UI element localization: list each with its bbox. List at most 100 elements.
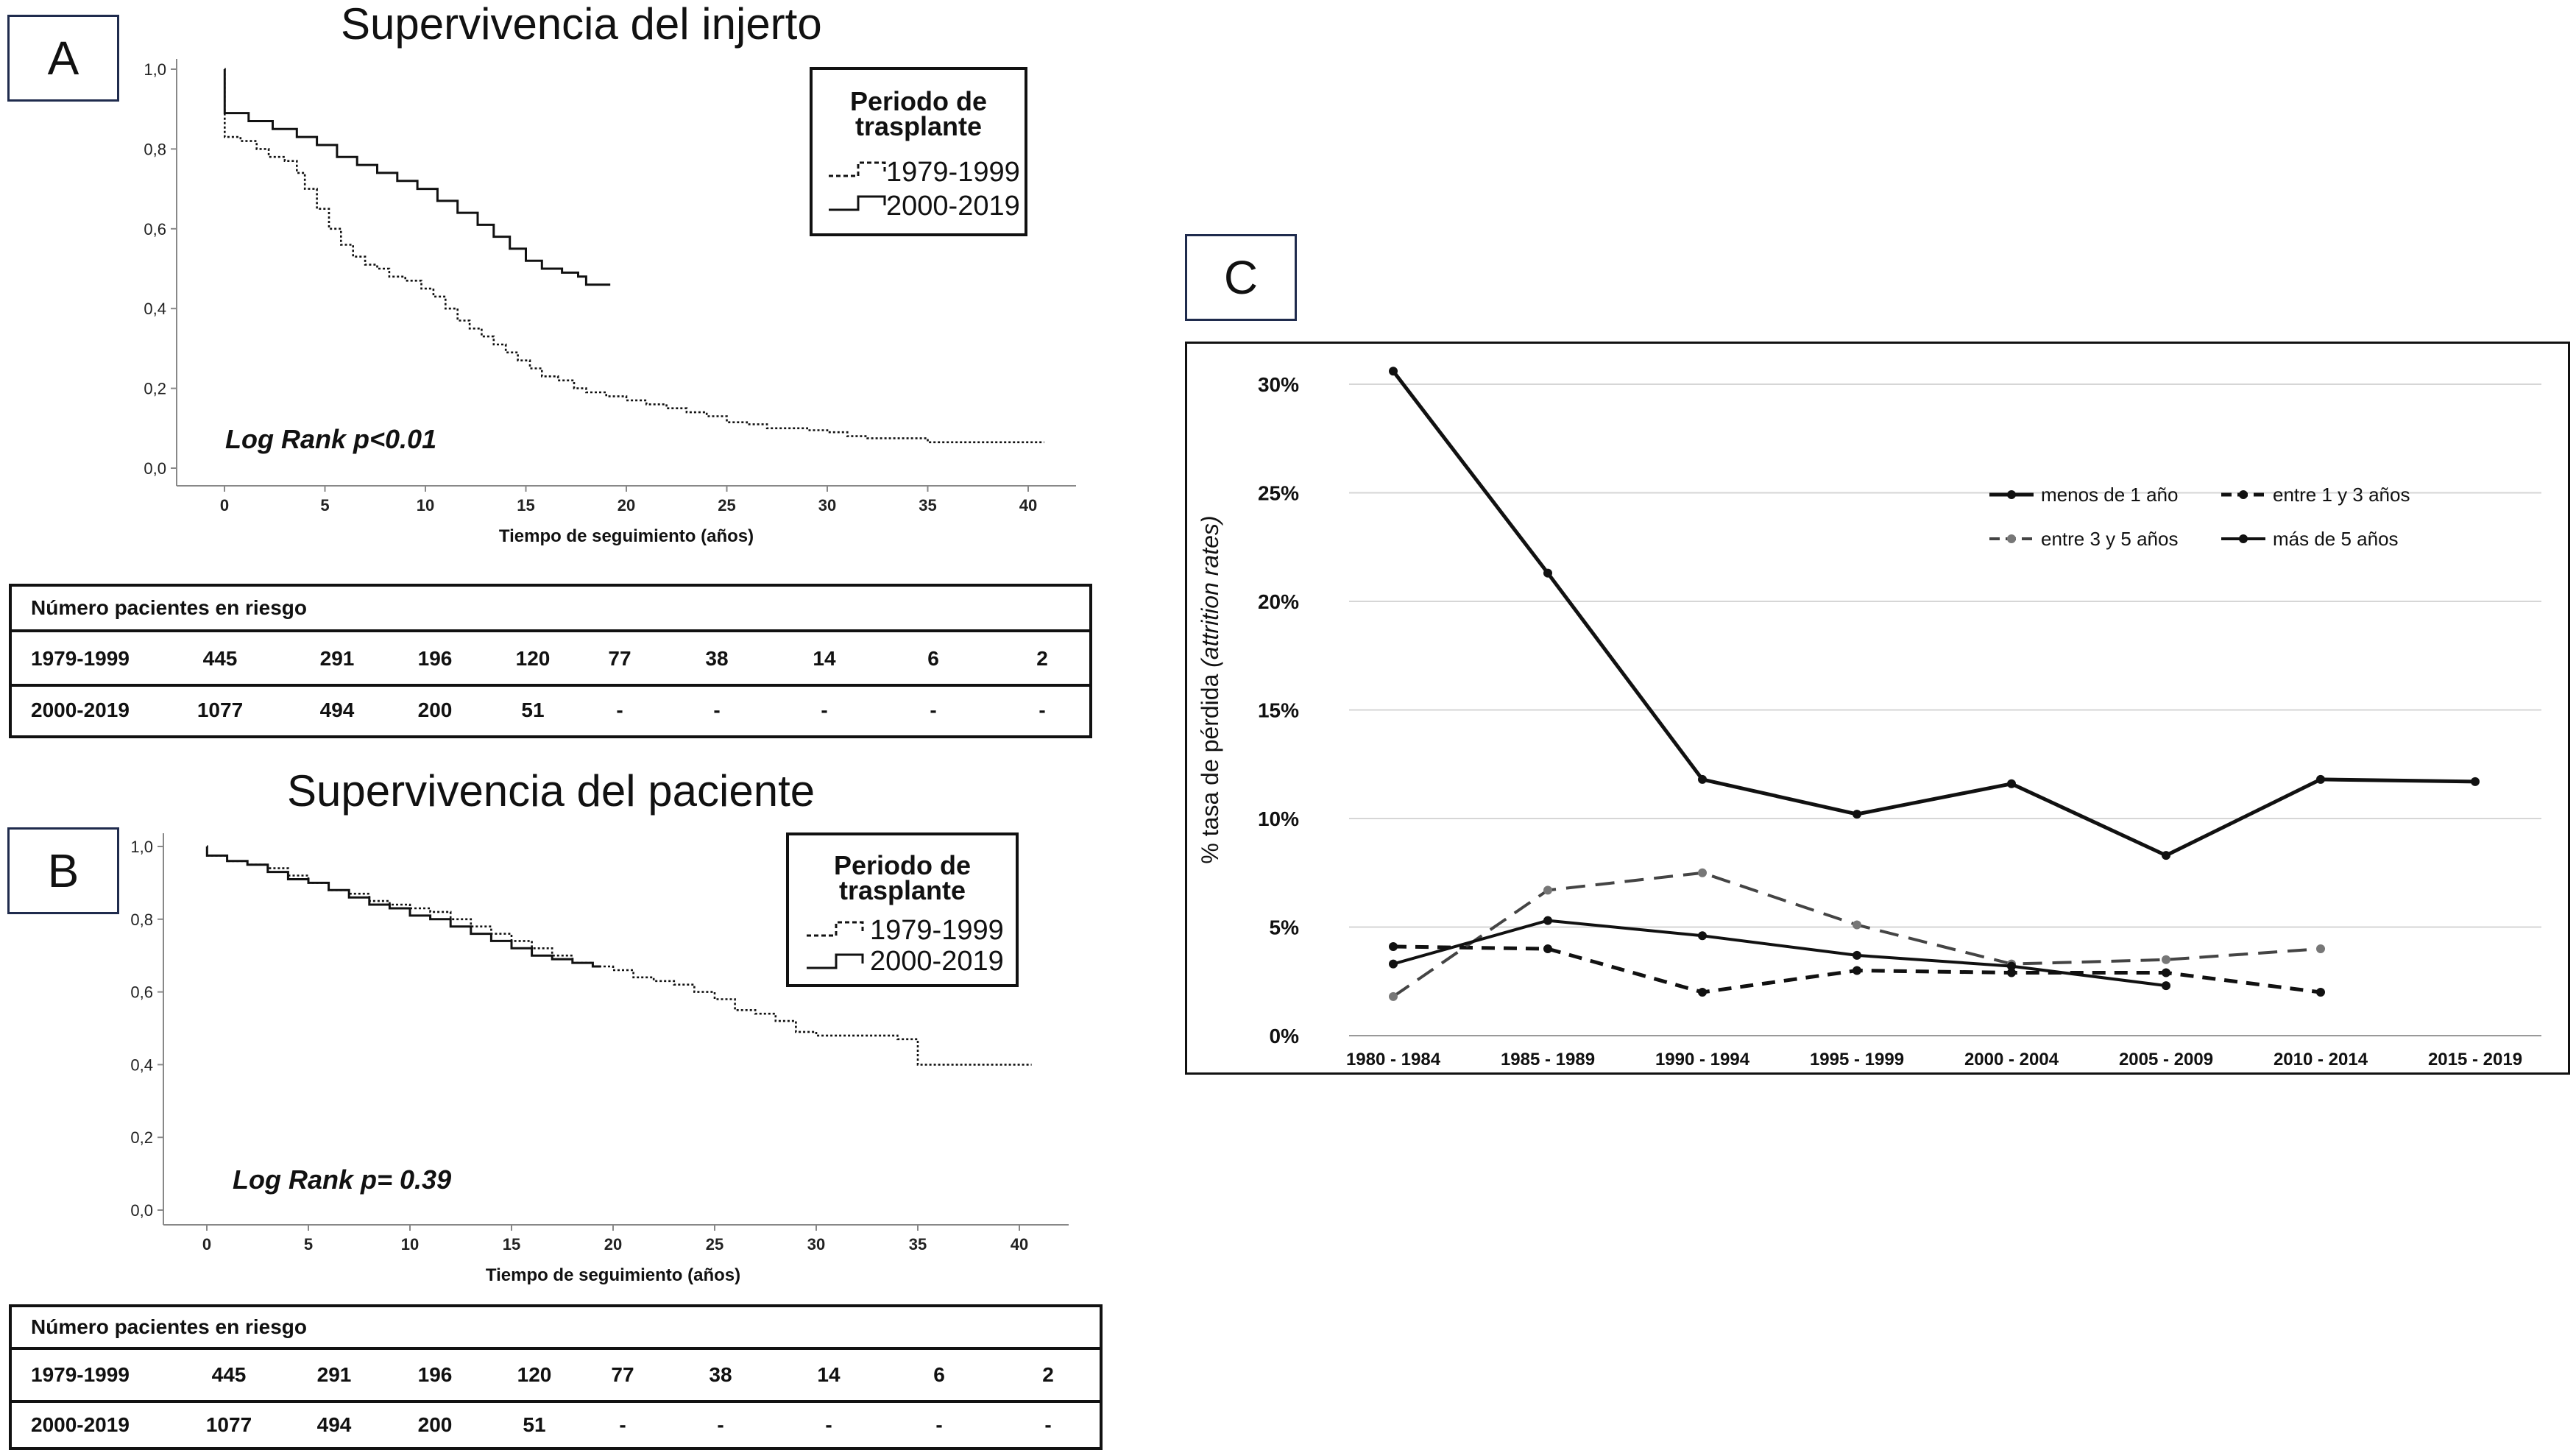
legend-label-3: más de 5 años [2273, 528, 2399, 550]
y-tick-label: 0,4 [144, 300, 166, 318]
series-point-2 [1389, 991, 1398, 1001]
risk-cell: 200 [417, 699, 453, 721]
series-point-2 [1698, 868, 1707, 877]
risk-cell: - [825, 1413, 832, 1436]
patient-risk-header: Número pacientes en riesgo [12, 1307, 1100, 1350]
series-point-1 [2316, 988, 2325, 997]
risk-cell: 6 [927, 647, 939, 670]
x-tick-label: 40 [1011, 1235, 1028, 1254]
y-tick-label: 1,0 [144, 60, 166, 79]
km-curve-2000-2019 [223, 68, 611, 286]
risk-cell: - [717, 1413, 724, 1436]
graft-legend-entry-1: 1979-1999 [886, 157, 1020, 188]
graft-survival-title: Supervivencia del injerto [341, 0, 822, 49]
series-point-3 [1389, 959, 1398, 969]
x-tick-label: 40 [1019, 496, 1037, 515]
risk-cell: - [1038, 699, 1046, 721]
y-tick-label: 0,0 [130, 1201, 153, 1220]
y-tick-label: 25% [1258, 482, 1299, 505]
graft-log-rank: Log Rank p<0.01 [225, 424, 437, 454]
x-tick-label: 5 [320, 496, 329, 515]
km-curve-2000-2019 [205, 845, 601, 968]
risk-cell: 1077 [197, 699, 244, 721]
patient-legend-swatches [807, 921, 864, 969]
risk-cell: - [935, 1413, 943, 1436]
y-tick-label: 10% [1258, 807, 1299, 830]
series-point-1 [1389, 942, 1398, 951]
x-tick-label: 30 [807, 1235, 825, 1254]
risk-cell: - [616, 699, 623, 721]
risk-cell: - [619, 1413, 626, 1436]
risk-cell: 1077 [205, 1413, 252, 1436]
risk-cell: 51 [523, 1413, 546, 1436]
series-point-3 [2007, 961, 2016, 971]
series-point-0 [2471, 777, 2480, 786]
x-tick-label: 5 [304, 1235, 313, 1254]
series-point-3 [1698, 931, 1707, 941]
graft-risk-row-1: 1979-1999 445 291 196 120 77 38 14 6 2 [12, 632, 1089, 687]
legend-marker-2 [2007, 534, 2016, 543]
legend-swatch-2000-2019 [829, 195, 886, 211]
series-point-2 [2316, 944, 2325, 953]
series-point-1 [1853, 966, 1861, 975]
graft-legend-title-1: Periodo de [849, 86, 988, 116]
x-tick-label: 25 [718, 496, 735, 515]
graft-legend-entry-2: 2000-2019 [886, 191, 1020, 222]
y-tick-label: 1,0 [130, 838, 153, 856]
y-tick-label: 0,6 [130, 983, 153, 1002]
risk-cell: 14 [817, 1363, 841, 1386]
risk-cell: 445 [202, 647, 238, 670]
risk-cell: 445 [211, 1363, 247, 1386]
x-tick-label: 0 [202, 1235, 211, 1254]
risk-cell: 77 [611, 1363, 634, 1386]
x-tick-label: 35 [919, 496, 936, 515]
x-tick-label: 1980 - 1984 [1346, 1050, 1441, 1070]
risk-cell: 120 [517, 1363, 552, 1386]
x-axis-title: Tiempo de seguimiento (años) [486, 1265, 740, 1285]
legend-marker-0 [2007, 490, 2016, 499]
risk-cell: - [821, 699, 828, 721]
series-point-1 [1543, 944, 1552, 953]
y-tick-label: 0,0 [144, 459, 166, 478]
patient-legend-entry-2: 2000-2019 [870, 946, 1004, 977]
patient-risk-row-2: 2000-2019 1077 494 200 51 - - - - - [12, 1400, 1100, 1449]
risk-cell: 196 [417, 647, 453, 670]
km-curve-1979-1999 [224, 68, 1044, 444]
patient-risk-row-1: 1979-1999 445 291 196 120 77 38 14 6 2 [12, 1350, 1100, 1403]
patient-legend-title-1: Periodo de [833, 850, 972, 880]
risk-cell: 200 [417, 1413, 453, 1436]
y-axis-title-main: % tasa de pérdida [1197, 668, 1223, 864]
series-point-0 [2007, 779, 2016, 788]
panel-a-label: A [7, 15, 119, 102]
series-point-0 [2162, 851, 2170, 860]
graft-survival-chart: 0,0 0,2 0,4 0,6 0,8 1,0 0 5 10 15 20 25 30 35 40 Tiempo… [144, 59, 1076, 546]
risk-cell: 77 [608, 647, 631, 670]
x-tick-label: 2015 - 2019 [2428, 1050, 2522, 1070]
risk-cell: - [1044, 1413, 1052, 1436]
series-point-0 [1853, 810, 1861, 819]
series-point-2 [1853, 920, 1861, 930]
x-tick-label: 0 [220, 496, 229, 515]
x-tick-label: 1995 - 1999 [1810, 1050, 1904, 1070]
series-point-3 [1543, 916, 1552, 925]
legend-label-2: entre 3 y 5 años [2041, 528, 2178, 550]
series-point-2 [2162, 955, 2170, 964]
series-point-0 [1698, 774, 1707, 784]
x-tick-label: 2000 - 2004 [1964, 1050, 2059, 1070]
risk-cell: 51 [521, 699, 545, 721]
risk-cell: 291 [316, 1363, 352, 1386]
patient-risk-table: Número pacientes en riesgo 1979-1999 445… [9, 1304, 1103, 1450]
risk-cell: - [713, 699, 721, 721]
patient-legend-title-2: trasplante [838, 875, 966, 905]
panel-c-label: C [1185, 234, 1297, 321]
series-point-0 [1543, 568, 1552, 578]
y-tick-label: 0,4 [130, 1056, 153, 1074]
risk-row-label: 2000-2019 [31, 1413, 130, 1436]
legend-marker-1 [2239, 490, 2248, 499]
risk-cell: 196 [417, 1363, 453, 1386]
x-tick-label: 1990 - 1994 [1655, 1050, 1750, 1070]
x-tick-label: 15 [517, 496, 534, 515]
patient-legend: Periodo de trasplante 1979-1999 2000-201… [786, 832, 1019, 987]
legend-swatch-2000-2019 [807, 953, 864, 969]
km-curve-1979-1999 [206, 845, 1032, 1066]
